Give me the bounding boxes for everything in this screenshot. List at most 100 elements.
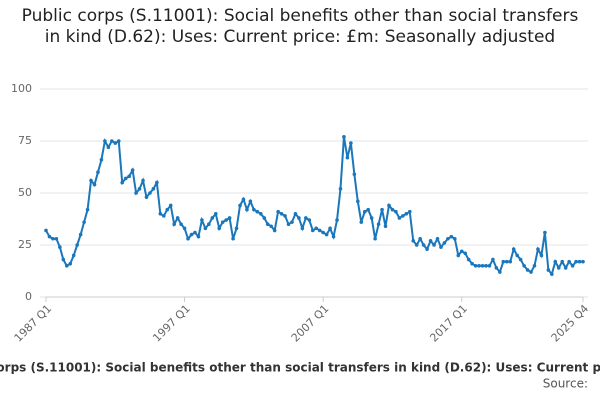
point <box>99 157 104 162</box>
point <box>203 226 208 231</box>
point <box>581 259 585 264</box>
point <box>428 239 433 243</box>
point <box>511 247 516 251</box>
point <box>127 174 131 179</box>
point <box>64 264 69 268</box>
point <box>397 216 402 220</box>
point <box>570 264 575 268</box>
point <box>407 209 412 214</box>
point <box>314 226 319 231</box>
point <box>536 247 540 251</box>
point <box>272 228 277 233</box>
point <box>286 222 291 226</box>
legend-label: Public corps (S.11001): Social benefits … <box>0 361 600 375</box>
point <box>241 197 246 202</box>
point <box>515 253 519 258</box>
point <box>456 253 461 258</box>
point <box>155 180 159 185</box>
point <box>532 264 537 268</box>
point <box>352 172 357 177</box>
point <box>504 259 509 264</box>
point <box>71 253 76 258</box>
point <box>453 236 457 241</box>
point <box>446 236 450 241</box>
point <box>414 243 419 247</box>
point <box>78 232 83 237</box>
point <box>248 199 253 204</box>
point <box>207 222 211 226</box>
point <box>193 230 197 235</box>
point <box>563 266 568 270</box>
point <box>89 178 93 183</box>
point <box>574 259 578 264</box>
point <box>338 187 343 191</box>
point <box>470 261 474 266</box>
point <box>525 268 530 272</box>
point <box>269 224 273 229</box>
point <box>120 180 125 185</box>
point <box>75 243 79 247</box>
point <box>432 243 436 247</box>
point <box>82 220 86 224</box>
point <box>331 234 336 239</box>
point <box>328 226 332 231</box>
point <box>210 216 215 220</box>
line <box>45 136 583 277</box>
point <box>44 228 48 233</box>
point <box>473 264 478 268</box>
point <box>310 228 315 233</box>
y-tick-label: 75 <box>18 134 32 147</box>
point <box>189 232 194 237</box>
point <box>151 187 156 191</box>
point <box>200 218 204 222</box>
point <box>186 236 190 241</box>
point <box>106 145 111 150</box>
point <box>404 212 409 216</box>
point <box>466 257 471 262</box>
y-tick-label: 25 <box>18 238 32 251</box>
point <box>103 139 107 143</box>
point <box>421 243 426 247</box>
point <box>463 251 468 256</box>
point <box>498 270 502 274</box>
point <box>435 236 440 241</box>
point <box>134 191 138 195</box>
point <box>501 259 506 264</box>
x-tick-label: 2007 Q1 <box>289 302 332 345</box>
point <box>137 187 142 191</box>
point <box>213 212 218 216</box>
point <box>425 247 429 251</box>
point <box>51 236 55 241</box>
point <box>168 203 173 208</box>
point <box>487 264 492 268</box>
point <box>556 266 561 270</box>
point <box>58 245 62 249</box>
point <box>141 178 145 183</box>
y-tick-label: 0 <box>25 290 32 303</box>
point <box>418 236 422 241</box>
point <box>567 259 571 264</box>
point <box>376 222 381 226</box>
point <box>394 209 398 214</box>
point <box>366 207 371 212</box>
point <box>61 257 66 262</box>
point <box>182 226 187 231</box>
x-tick-label: 2017 Q1 <box>427 302 470 345</box>
point <box>262 216 267 220</box>
point <box>442 241 447 245</box>
point <box>265 222 270 226</box>
y-tick-label: 50 <box>18 186 32 199</box>
point <box>252 207 256 212</box>
point <box>349 141 353 145</box>
point <box>546 268 551 272</box>
point <box>283 214 287 218</box>
point <box>220 220 225 224</box>
point <box>518 257 523 262</box>
point <box>359 220 364 224</box>
point <box>459 249 464 254</box>
point <box>390 207 395 212</box>
point <box>231 236 235 241</box>
point <box>480 264 485 268</box>
point <box>172 222 176 226</box>
